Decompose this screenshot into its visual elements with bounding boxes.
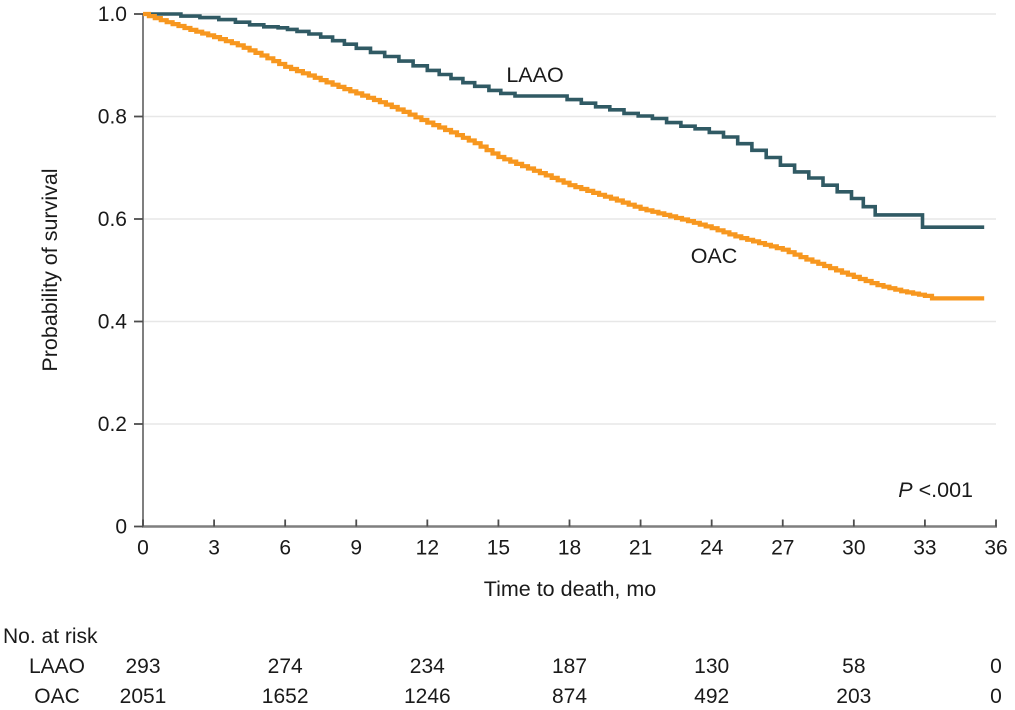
risk-value-laao: 234: [410, 655, 445, 678]
risk-value-oac: 203: [836, 685, 871, 708]
x-tick-label: 33: [913, 537, 936, 560]
survival-curve-oac: [143, 11, 985, 301]
risk-value-layer: 293 274 234 187 130 58 0 2051 1652 1246 874 492 203 0: [120, 655, 1002, 708]
curve-layer: [143, 11, 985, 301]
y-tick-label: 0.4: [98, 311, 128, 334]
y-tick-label: 0: [115, 516, 127, 539]
x-tick-label: 24: [700, 537, 724, 560]
x-tick-label: 27: [771, 537, 794, 560]
risk-value-laao: 0: [990, 655, 1002, 678]
p-value-number: <.001: [913, 478, 973, 502]
y-axis-title: Probability of survival: [38, 168, 62, 371]
risk-row-label-laao: LAAO: [29, 655, 85, 678]
x-tick-label: 21: [629, 537, 652, 560]
risk-value-laao: 187: [552, 655, 587, 678]
risk-value-laao: 130: [694, 655, 729, 678]
risk-value-laao: 58: [842, 655, 865, 678]
x-tick-label: 0: [137, 537, 149, 560]
p-value-annotation: P <.001: [898, 478, 973, 502]
y-tick-label: 0.8: [98, 106, 127, 129]
y-tick-label: 0.2: [98, 413, 127, 436]
risk-value-oac: 2051: [120, 685, 167, 708]
risk-value-laao: 293: [125, 655, 160, 678]
risk-value-oac: 1246: [404, 685, 451, 708]
x-tick-label: 3: [208, 537, 220, 560]
oac-curve-label: OAC: [691, 244, 738, 268]
survival-curve-laao: [143, 12, 985, 229]
x-tick-label: 9: [350, 537, 362, 560]
laao-curve-label: LAAO: [506, 63, 563, 87]
risk-value-oac: 492: [694, 685, 729, 708]
x-tick-label: 12: [416, 537, 439, 560]
y-tick-label: 1.0: [98, 3, 127, 26]
p-value-symbol: P: [898, 478, 913, 502]
axis-layer: [134, 13, 997, 528]
tick-label-layer: 00.20.40.60.81.00 3 6 9 12 15 18 21 24 27 30 33 36: [98, 3, 1008, 560]
gridline-layer: [143, 13, 996, 425]
risk-value-oac: 1652: [262, 685, 309, 708]
x-tick-label: 18: [558, 537, 581, 560]
risk-table: No. at risk LAAO OAC 293 274 234 187 130 58 02…: [3, 625, 1002, 708]
risk-row-label-oac: OAC: [34, 685, 80, 708]
risk-table-header: No. at risk: [3, 625, 98, 648]
risk-value-laao: 274: [268, 655, 303, 678]
x-tick-label: 15: [487, 537, 510, 560]
x-axis-title: Time to death, mo: [484, 577, 657, 601]
risk-value-oac: 0: [990, 685, 1002, 708]
x-tick-label: 6: [279, 537, 291, 560]
x-tick-label: 30: [842, 537, 865, 560]
y-tick-label: 0.6: [98, 208, 127, 231]
x-tick-label: 36: [984, 537, 1007, 560]
risk-value-oac: 874: [552, 685, 587, 708]
